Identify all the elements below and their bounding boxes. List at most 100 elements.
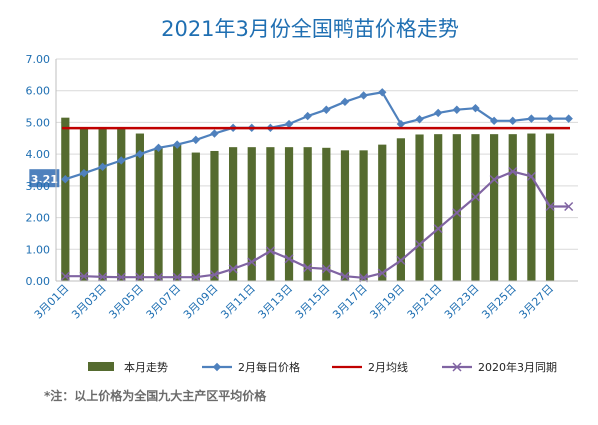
legend-label: 2020年3月同期 [478, 360, 557, 374]
bar [79, 128, 89, 281]
series-line [64, 91, 569, 181]
series-line [65, 170, 569, 279]
bar [340, 150, 350, 281]
bar [266, 147, 275, 281]
line-layer: 3.21 [29, 88, 574, 283]
bar [173, 144, 182, 281]
point-marker [470, 192, 480, 202]
y-tick-label: 7.00 [26, 53, 51, 66]
bar [303, 147, 312, 281]
legend-layer: 本月走势 2月每日价格 2月均线 2020年3月同期 [88, 360, 557, 374]
bar [452, 134, 461, 281]
point-marker [489, 174, 499, 185]
data-label: 3.21 [31, 173, 58, 186]
point-marker [135, 149, 145, 159]
y-tick-label: 2.00 [26, 212, 51, 225]
bar-layer [61, 117, 555, 282]
point-marker [396, 119, 406, 129]
point-marker [172, 140, 182, 149]
bar [98, 128, 107, 281]
point-marker [154, 272, 164, 282]
point-marker [545, 201, 555, 212]
x-tick-label: 3月27日 [517, 282, 557, 322]
x-tick-label: 3月05日 [106, 282, 146, 322]
point-marker [247, 257, 257, 267]
point-marker [564, 201, 574, 212]
bar [229, 147, 238, 281]
legend-marker [452, 362, 462, 372]
bar [135, 133, 144, 281]
y-tick-label: 4.00 [26, 148, 51, 161]
point-marker [154, 143, 163, 152]
bar [490, 134, 499, 281]
legend-label: 2月均线 [368, 360, 408, 374]
point-marker [210, 129, 219, 138]
bar [359, 150, 368, 281]
x-tick-label: 3月07日 [144, 282, 184, 322]
data-label-box [29, 169, 60, 188]
legend-label: 本月走势 [124, 360, 168, 374]
point-marker [415, 239, 425, 250]
point-marker [359, 91, 368, 100]
point-marker [228, 264, 238, 274]
x-tick-label: 3月25日 [479, 282, 519, 322]
y-tick-label: 6.00 [26, 85, 51, 98]
legend-label: 2月每日价格 [238, 360, 300, 374]
point-marker [117, 156, 126, 165]
y-tick-label: 5.00 [26, 116, 51, 129]
point-marker [452, 208, 462, 218]
grid-layer [56, 58, 578, 282]
point-marker [452, 105, 462, 114]
y-tick-label: 1.00 [26, 243, 51, 256]
point-marker [135, 272, 145, 282]
point-marker [508, 116, 517, 126]
bar [191, 152, 200, 281]
x-tick-label: 3月23日 [442, 282, 482, 322]
bar [415, 134, 424, 281]
point-marker [191, 135, 201, 145]
point-marker [79, 271, 89, 281]
point-marker [116, 272, 126, 282]
point-marker [545, 114, 555, 123]
bar [471, 134, 480, 281]
bar [247, 147, 256, 281]
bar [508, 134, 517, 281]
y-tick-label: 3.00 [26, 180, 51, 193]
point-marker [471, 103, 480, 113]
point-marker [303, 263, 313, 273]
bar [527, 133, 536, 281]
point-marker [415, 115, 424, 124]
x-tick-label: 3月13日 [256, 282, 296, 322]
x-tick-label: 3月03日 [69, 282, 109, 322]
point-marker [433, 108, 443, 118]
point-marker [526, 171, 536, 181]
bar [210, 150, 219, 281]
x-tick-label: 3月19日 [367, 282, 407, 322]
legend-marker [212, 362, 222, 372]
point-marker [98, 272, 108, 282]
point-marker [60, 271, 70, 281]
point-marker [322, 105, 331, 114]
point-marker [564, 114, 573, 123]
point-marker [191, 272, 201, 282]
point-marker [303, 111, 312, 121]
chart-title: 2021年3月份全国鸭苗价格走势 [161, 17, 459, 41]
bar [154, 147, 163, 281]
point-marker [377, 268, 387, 278]
point-marker [359, 273, 369, 283]
x-tick-label: 3月09日 [181, 282, 221, 322]
point-marker [340, 97, 350, 107]
point-marker [396, 255, 406, 265]
bar [322, 147, 331, 281]
point-marker [284, 119, 294, 129]
point-marker [209, 270, 219, 280]
point-marker [321, 264, 331, 274]
bar [61, 117, 70, 282]
point-marker [61, 174, 70, 184]
x-tick-label: 3月17日 [330, 282, 370, 322]
legend-swatch [88, 362, 114, 371]
bar [434, 134, 443, 281]
point-marker [98, 162, 107, 172]
x-tick-label: 3月15日 [293, 282, 333, 322]
